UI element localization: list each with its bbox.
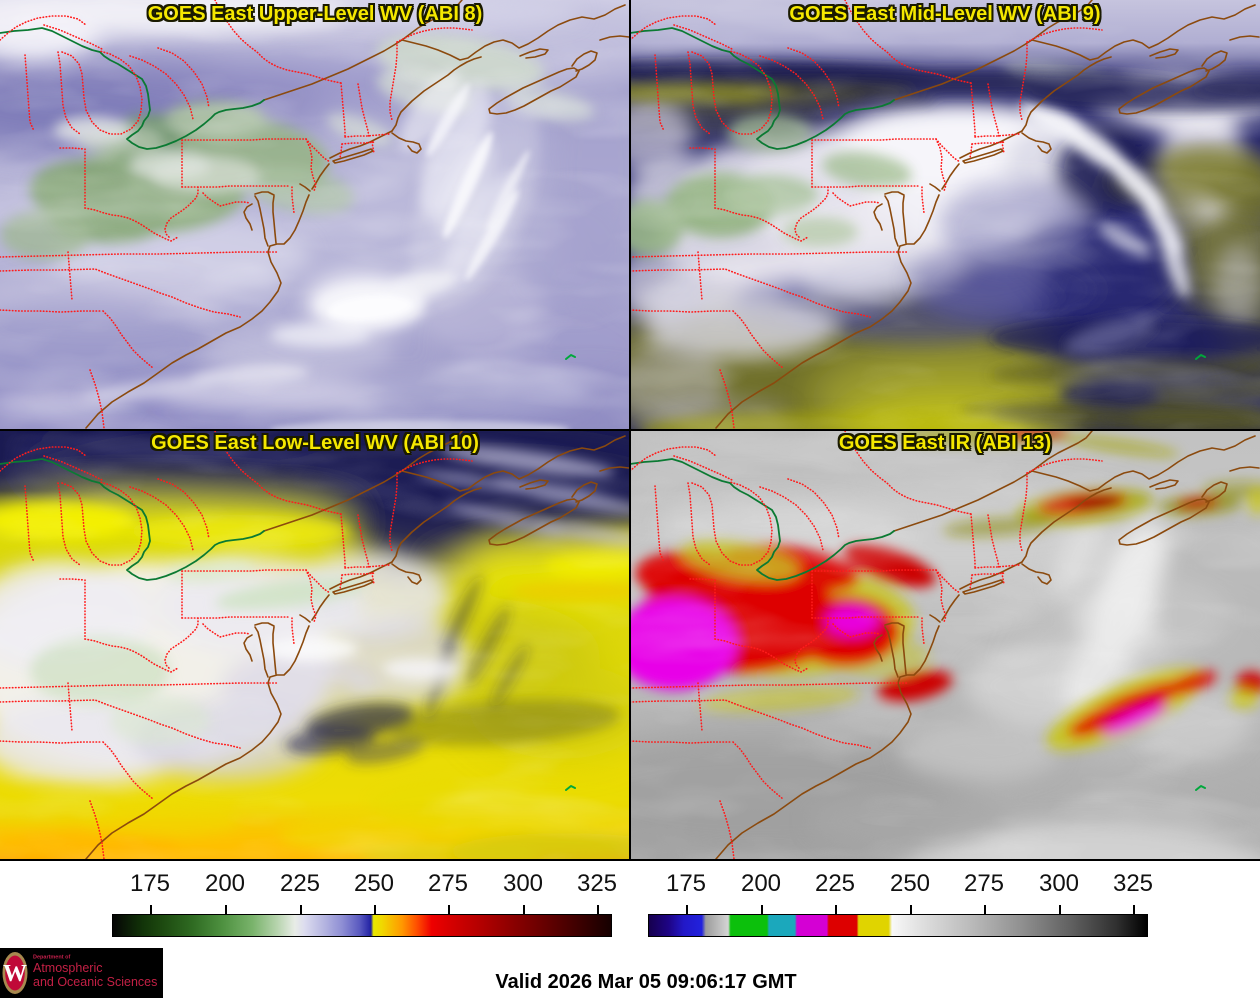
svg-text:W: W (3, 961, 27, 987)
svg-text:and Oceanic Sciences: and Oceanic Sciences (33, 975, 157, 989)
svg-text:Department of: Department of (33, 955, 70, 961)
svg-text:Atmospheric: Atmospheric (33, 961, 102, 975)
